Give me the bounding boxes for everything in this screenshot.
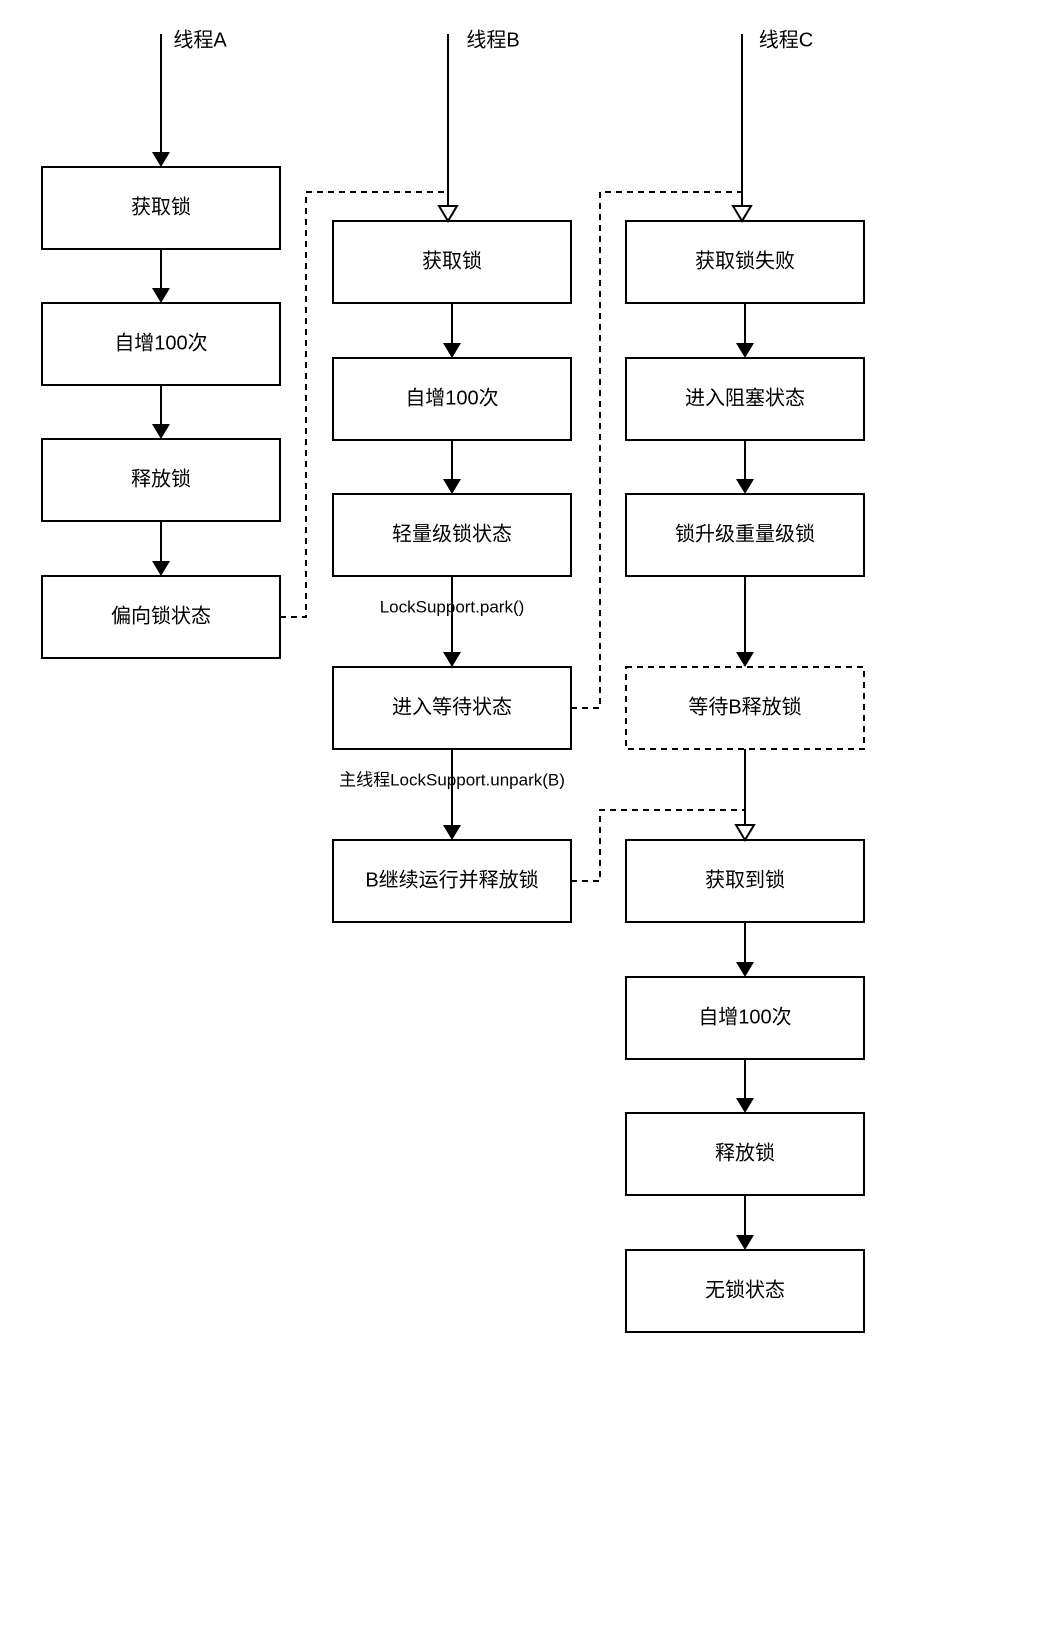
node-label-B3: 轻量级锁状态 — [392, 522, 512, 545]
column-title-B: 线程B — [466, 28, 519, 51]
node-label-A1: 获取锁 — [131, 195, 191, 218]
node-label-C8: 无锁状态 — [705, 1278, 785, 1301]
node-label-B4: 进入等待状态 — [392, 695, 512, 718]
node-label-C4: 等待B释放锁 — [688, 695, 801, 718]
node-label-A4: 偏向锁状态 — [111, 604, 211, 627]
node-label-B1: 获取锁 — [422, 249, 482, 272]
node-label-A2: 自增100次 — [114, 331, 207, 354]
node-label-C7: 释放锁 — [715, 1141, 775, 1164]
node-label-C5: 获取到锁 — [705, 868, 785, 891]
node-label-C6: 自增100次 — [698, 1005, 791, 1028]
node-label-B2: 自增100次 — [405, 386, 498, 409]
edge-label-B3-B4: LockSupport.park() — [380, 597, 525, 616]
edge-label-B4-B5: 主线程LockSupport.unpark(B) — [339, 770, 565, 789]
node-label-C1: 获取锁失败 — [695, 249, 795, 272]
column-title-C: 线程C — [759, 28, 813, 51]
flowchart-svg: 线程A线程B线程C获取锁自增100次释放锁偏向锁状态获取锁自增100次轻量级锁状… — [0, 0, 1042, 1636]
column-title-A: 线程A — [173, 28, 227, 51]
node-label-A3: 释放锁 — [131, 467, 191, 490]
node-label-B5: B继续运行并释放锁 — [365, 868, 538, 891]
node-label-C3: 锁升级重量级锁 — [675, 522, 815, 545]
node-label-C2: 进入阻塞状态 — [685, 386, 805, 409]
